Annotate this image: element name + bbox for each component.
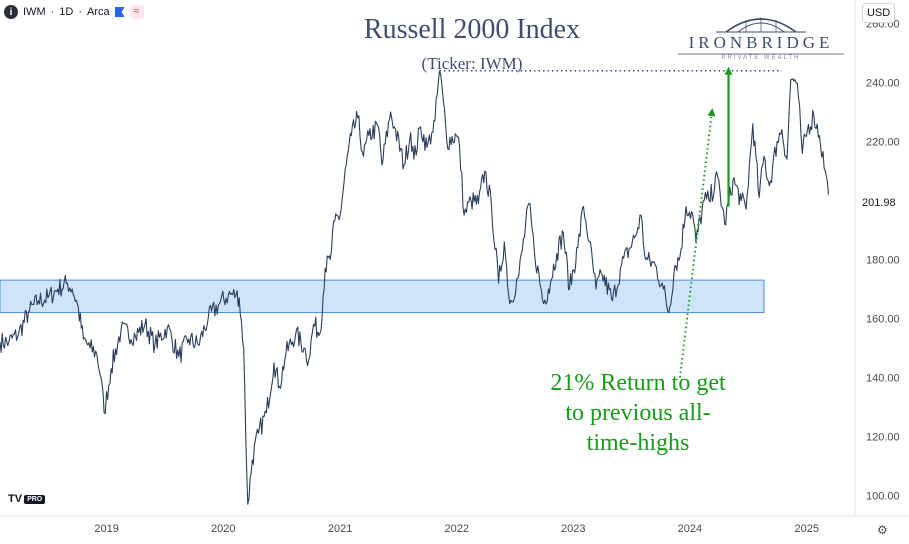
symbol-label: IWM bbox=[23, 6, 46, 18]
y-tick-label: 100.00 bbox=[866, 490, 900, 502]
return-annotation: 21% Return to get to previous all- time-… bbox=[508, 368, 768, 458]
y-tick-label: 180.00 bbox=[866, 254, 900, 266]
info-icon[interactable]: i bbox=[4, 5, 18, 19]
wave-icon[interactable]: ≈ bbox=[129, 5, 144, 19]
logo-rule bbox=[678, 53, 844, 55]
bridge-icon bbox=[716, 17, 806, 33]
trend-arrow-dotted bbox=[678, 108, 716, 378]
exchange-label: Arca bbox=[87, 6, 110, 18]
y-tick-label: 240.00 bbox=[866, 78, 900, 90]
chart-title: Russell 2000 Index bbox=[363, 14, 581, 45]
pro-badge: PRO bbox=[24, 494, 46, 504]
gear-icon[interactable]: ⚙ bbox=[877, 523, 888, 537]
x-tick-label: 2023 bbox=[561, 523, 585, 535]
interval-label[interactable]: 1D bbox=[59, 6, 74, 18]
y-tick-label: 140.00 bbox=[866, 372, 900, 384]
x-tick-label: 2024 bbox=[678, 523, 702, 535]
x-tick-label: 2025 bbox=[795, 523, 819, 535]
flag-icon[interactable] bbox=[114, 7, 125, 17]
y-tick-label: 120.00 bbox=[866, 431, 900, 443]
y-tick-label: 220.00 bbox=[866, 137, 900, 149]
ironbridge-logo: IRONBRIDGE PRIVATE WEALTH bbox=[668, 8, 854, 68]
annotation-line-3: time-highs bbox=[586, 430, 690, 456]
chart-subtitle: (Ticker: IWM) bbox=[421, 54, 523, 73]
last-price-label: 201.98 bbox=[858, 195, 900, 211]
y-tick-label: 160.00 bbox=[866, 313, 900, 325]
tv-mark: TV bbox=[8, 493, 23, 505]
logo-name: IRONBRIDGE bbox=[688, 33, 834, 52]
support-zone bbox=[0, 279, 765, 314]
price-series-line bbox=[0, 70, 830, 505]
x-tick-label: 2021 bbox=[328, 523, 352, 535]
x-tick-label: 2019 bbox=[94, 523, 118, 535]
x-tick-label: 2020 bbox=[211, 523, 235, 535]
annotation-line-2: to previous all- bbox=[565, 400, 711, 426]
annotation-line-1: 21% Return to get bbox=[550, 370, 726, 396]
logo-tagline: PRIVATE WEALTH bbox=[721, 55, 801, 61]
tradingview-logo[interactable]: TV PRO bbox=[8, 493, 46, 505]
currency-button[interactable]: USD bbox=[862, 3, 896, 23]
x-tick-label: 2022 bbox=[444, 523, 468, 535]
symbol-header[interactable]: i IWM · 1D · Arca ≈ bbox=[4, 3, 144, 21]
